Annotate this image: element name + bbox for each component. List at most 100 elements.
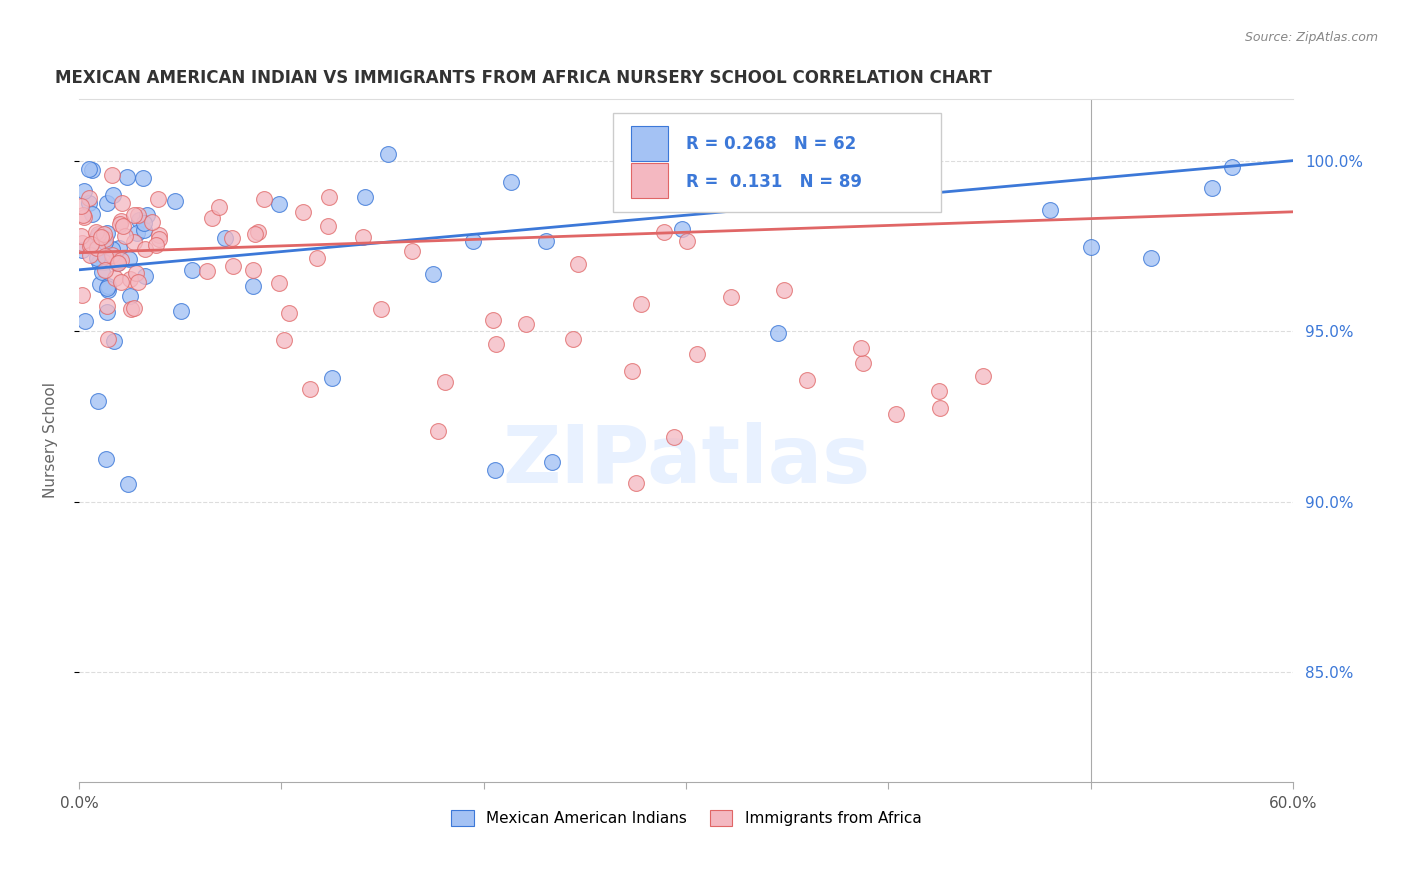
Point xyxy=(96,281,118,295)
Point xyxy=(86,227,108,241)
Point xyxy=(87,255,110,269)
Point xyxy=(768,326,790,340)
Point xyxy=(884,407,907,421)
Legend: Mexican American Indians, Immigrants from Africa: Mexican American Indians, Immigrants fro… xyxy=(444,804,928,832)
FancyBboxPatch shape xyxy=(631,163,668,198)
Point xyxy=(621,363,644,377)
Point xyxy=(426,424,449,438)
Y-axis label: Nursery School: Nursery School xyxy=(44,383,58,499)
Point xyxy=(299,382,322,396)
Point xyxy=(80,237,103,252)
Point xyxy=(70,288,93,302)
Point xyxy=(80,207,103,221)
Point xyxy=(86,241,108,255)
Point xyxy=(72,208,94,222)
Point xyxy=(321,371,343,385)
Point xyxy=(124,235,146,249)
Point xyxy=(96,299,118,313)
Text: Source: ZipAtlas.com: Source: ZipAtlas.com xyxy=(1244,31,1378,45)
Point xyxy=(103,334,125,349)
Point xyxy=(114,228,136,243)
Point xyxy=(484,463,506,477)
Point xyxy=(110,214,132,228)
Point xyxy=(101,248,124,262)
Point xyxy=(1080,240,1102,254)
Point xyxy=(242,278,264,293)
Point xyxy=(79,248,101,262)
Point xyxy=(541,455,564,469)
Point xyxy=(79,239,101,253)
Point xyxy=(316,219,339,233)
Point xyxy=(481,312,503,326)
Text: R =  0.131   N = 89: R = 0.131 N = 89 xyxy=(686,173,862,191)
Point xyxy=(75,314,97,328)
Point xyxy=(101,168,124,182)
Point xyxy=(686,347,709,361)
Point xyxy=(630,297,652,311)
Point xyxy=(401,244,423,258)
Point xyxy=(90,230,112,244)
Point xyxy=(87,228,110,243)
Point xyxy=(105,256,128,270)
Point xyxy=(195,264,218,278)
Point xyxy=(134,242,156,256)
Point xyxy=(101,242,124,256)
Point xyxy=(1201,181,1223,195)
Point xyxy=(221,231,243,245)
Point xyxy=(170,304,193,318)
Point xyxy=(93,232,115,246)
Point xyxy=(93,255,115,269)
Point xyxy=(181,263,204,277)
Point xyxy=(93,235,115,250)
Point xyxy=(110,253,132,268)
Point xyxy=(86,225,108,239)
Point xyxy=(247,226,270,240)
Point xyxy=(307,251,329,265)
Point xyxy=(377,146,399,161)
Point xyxy=(664,430,686,444)
Point xyxy=(134,269,156,284)
Point xyxy=(135,209,157,223)
Point xyxy=(773,283,796,297)
Point xyxy=(115,169,138,184)
Text: MEXICAN AMERICAN INDIAN VS IMMIGRANTS FROM AFRICA NURSERY SCHOOL CORRELATION CHA: MEXICAN AMERICAN INDIAN VS IMMIGRANTS FR… xyxy=(55,69,991,87)
Point xyxy=(94,262,117,277)
Point xyxy=(1140,252,1163,266)
Point xyxy=(720,290,742,304)
Point xyxy=(145,237,167,252)
Point xyxy=(132,170,155,185)
Point xyxy=(928,384,950,398)
Point xyxy=(97,279,120,293)
Point xyxy=(245,227,267,241)
Point xyxy=(208,200,231,214)
Point xyxy=(127,275,149,289)
Point xyxy=(222,259,245,273)
FancyBboxPatch shape xyxy=(631,126,668,161)
Point xyxy=(104,271,127,285)
Point xyxy=(111,196,134,211)
Point xyxy=(132,216,155,230)
Point xyxy=(118,289,141,303)
Point xyxy=(97,283,120,297)
Point xyxy=(269,277,291,291)
Point xyxy=(148,232,170,246)
Point xyxy=(108,241,131,255)
Point xyxy=(624,475,647,490)
Point xyxy=(77,191,100,205)
Point xyxy=(141,215,163,229)
Point xyxy=(242,263,264,277)
Point xyxy=(972,368,994,383)
Point xyxy=(1222,161,1244,175)
Point xyxy=(561,332,583,346)
Point xyxy=(128,208,150,222)
Point xyxy=(90,265,112,279)
Point xyxy=(118,252,141,266)
Point xyxy=(273,333,295,347)
Point xyxy=(122,208,145,222)
FancyBboxPatch shape xyxy=(613,112,941,211)
Point xyxy=(96,305,118,319)
Point xyxy=(499,175,522,189)
Point xyxy=(370,302,392,317)
Point xyxy=(70,228,93,243)
Text: ZIPatlas: ZIPatlas xyxy=(502,422,870,500)
